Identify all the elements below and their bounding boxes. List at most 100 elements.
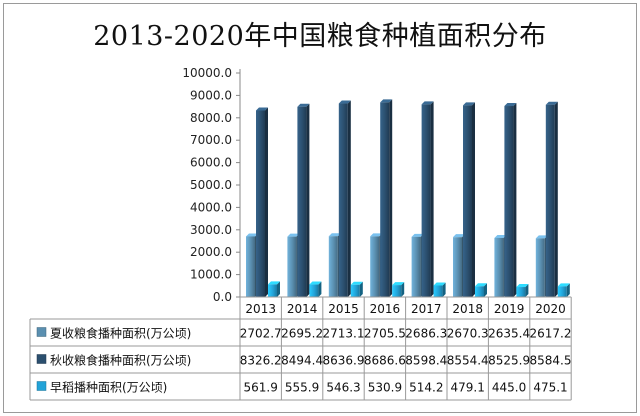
- bar-side: [554, 101, 558, 297]
- data-label: 2670.3: [447, 327, 489, 341]
- data-label: 445.0: [492, 381, 526, 395]
- chart-title: 2013-2020年中国粮食种植面积分布: [93, 21, 547, 52]
- data-label: 561.9: [244, 381, 278, 395]
- y-tick-label: 5000.0: [190, 178, 232, 192]
- data-label: 475.1: [533, 381, 567, 395]
- data-label: 8326.2: [240, 354, 282, 368]
- data-label: 530.9: [368, 381, 402, 395]
- data-label: 479.1: [451, 381, 485, 395]
- data-label: 514.2: [409, 381, 443, 395]
- bar-top: [545, 101, 558, 105]
- bar: [328, 236, 338, 297]
- bar-side: [401, 282, 405, 297]
- bar-top: [557, 283, 570, 287]
- data-label: 546.3: [326, 381, 360, 395]
- bar: [421, 104, 431, 297]
- x-tick-label: 2019: [494, 302, 525, 316]
- bar: [380, 102, 390, 297]
- data-label: 8636.9: [323, 354, 365, 368]
- bar-side: [472, 102, 475, 297]
- bar-side: [566, 283, 570, 297]
- y-tick-label: 8000.0: [190, 111, 232, 125]
- bar-top: [309, 281, 322, 285]
- bar-side: [525, 284, 529, 297]
- bar: [463, 105, 472, 297]
- legend-label: 夏收粮食播种面积(万公顷): [50, 326, 191, 341]
- bar-side: [389, 99, 393, 297]
- y-tick-label: 7000.0: [190, 133, 232, 147]
- x-tick-label: 2014: [287, 302, 318, 316]
- bar: [453, 237, 462, 297]
- y-tick-label: 1000.0: [190, 268, 232, 282]
- data-label: 8686.6: [364, 354, 406, 368]
- data-label: 8525.9: [488, 354, 530, 368]
- bar-side: [484, 283, 487, 297]
- bar: [309, 284, 319, 297]
- data-label: 2635.4: [488, 327, 530, 341]
- bar-side: [265, 107, 268, 297]
- data-label: 8494.4: [281, 354, 323, 368]
- bar-top: [350, 281, 363, 285]
- bar: [297, 106, 307, 298]
- data-label: 8554.4: [447, 354, 489, 368]
- bar: [516, 287, 526, 297]
- y-tick-label: 9000.0: [190, 88, 232, 102]
- bar-top: [256, 107, 268, 111]
- bar: [392, 285, 402, 297]
- bar: [411, 236, 421, 297]
- bar-top: [328, 233, 341, 237]
- y-tick-label: 4000.0: [190, 200, 232, 214]
- bar-top: [535, 235, 548, 239]
- bar-top: [246, 233, 258, 237]
- bar-top: [433, 282, 446, 286]
- data-label: 2695.2: [281, 327, 323, 341]
- bar: [494, 237, 504, 297]
- bar-top: [370, 233, 383, 237]
- bar: [246, 236, 255, 297]
- legend-swatch: [36, 327, 47, 337]
- x-tick-label: 2017: [411, 302, 442, 316]
- y-tick-label: 3000.0: [190, 223, 232, 237]
- x-tick-label: 2015: [328, 302, 359, 316]
- legend-swatch: [36, 381, 47, 391]
- bar-top: [504, 103, 517, 107]
- legend-label: 秋收粮食播种面积(万公顷): [50, 353, 191, 368]
- x-tick-label: 2016: [370, 302, 401, 316]
- x-tick-label: 2018: [452, 302, 483, 316]
- bar: [475, 286, 484, 297]
- legend-label: 早稻播种面积(万公顷): [50, 381, 167, 395]
- bar-side: [318, 281, 322, 297]
- bar: [350, 284, 360, 297]
- data-label: 2713.1: [323, 327, 365, 341]
- x-tick-label: 2013: [245, 302, 276, 316]
- bar-side: [347, 100, 351, 297]
- bar: [545, 104, 555, 297]
- data-label: 555.9: [285, 381, 319, 395]
- bar-top: [297, 103, 310, 107]
- bar-top: [494, 234, 507, 238]
- bar-top: [463, 102, 475, 106]
- data-label: 2617.2: [530, 327, 572, 341]
- bar-side: [513, 103, 517, 297]
- bar-top: [421, 101, 434, 105]
- legend-swatch: [36, 354, 47, 364]
- chart-frame: [3, 3, 637, 413]
- bar-side: [277, 281, 280, 297]
- y-tick-label: 10000.0: [182, 66, 232, 80]
- bar: [535, 238, 545, 297]
- bar-side: [442, 282, 446, 297]
- bar-side: [430, 101, 434, 297]
- bar-top: [380, 99, 393, 103]
- bar: [256, 110, 265, 297]
- bar-side: [306, 103, 310, 298]
- data-label: 2686.3: [405, 327, 447, 341]
- bar: [557, 286, 567, 297]
- bar-top: [453, 234, 465, 238]
- bar-top: [411, 233, 424, 237]
- data-label: 8598.4: [405, 354, 447, 368]
- bar-top: [475, 283, 487, 287]
- bar: [433, 285, 443, 297]
- bar: [268, 284, 277, 297]
- y-tick-label: 2000.0: [190, 245, 232, 259]
